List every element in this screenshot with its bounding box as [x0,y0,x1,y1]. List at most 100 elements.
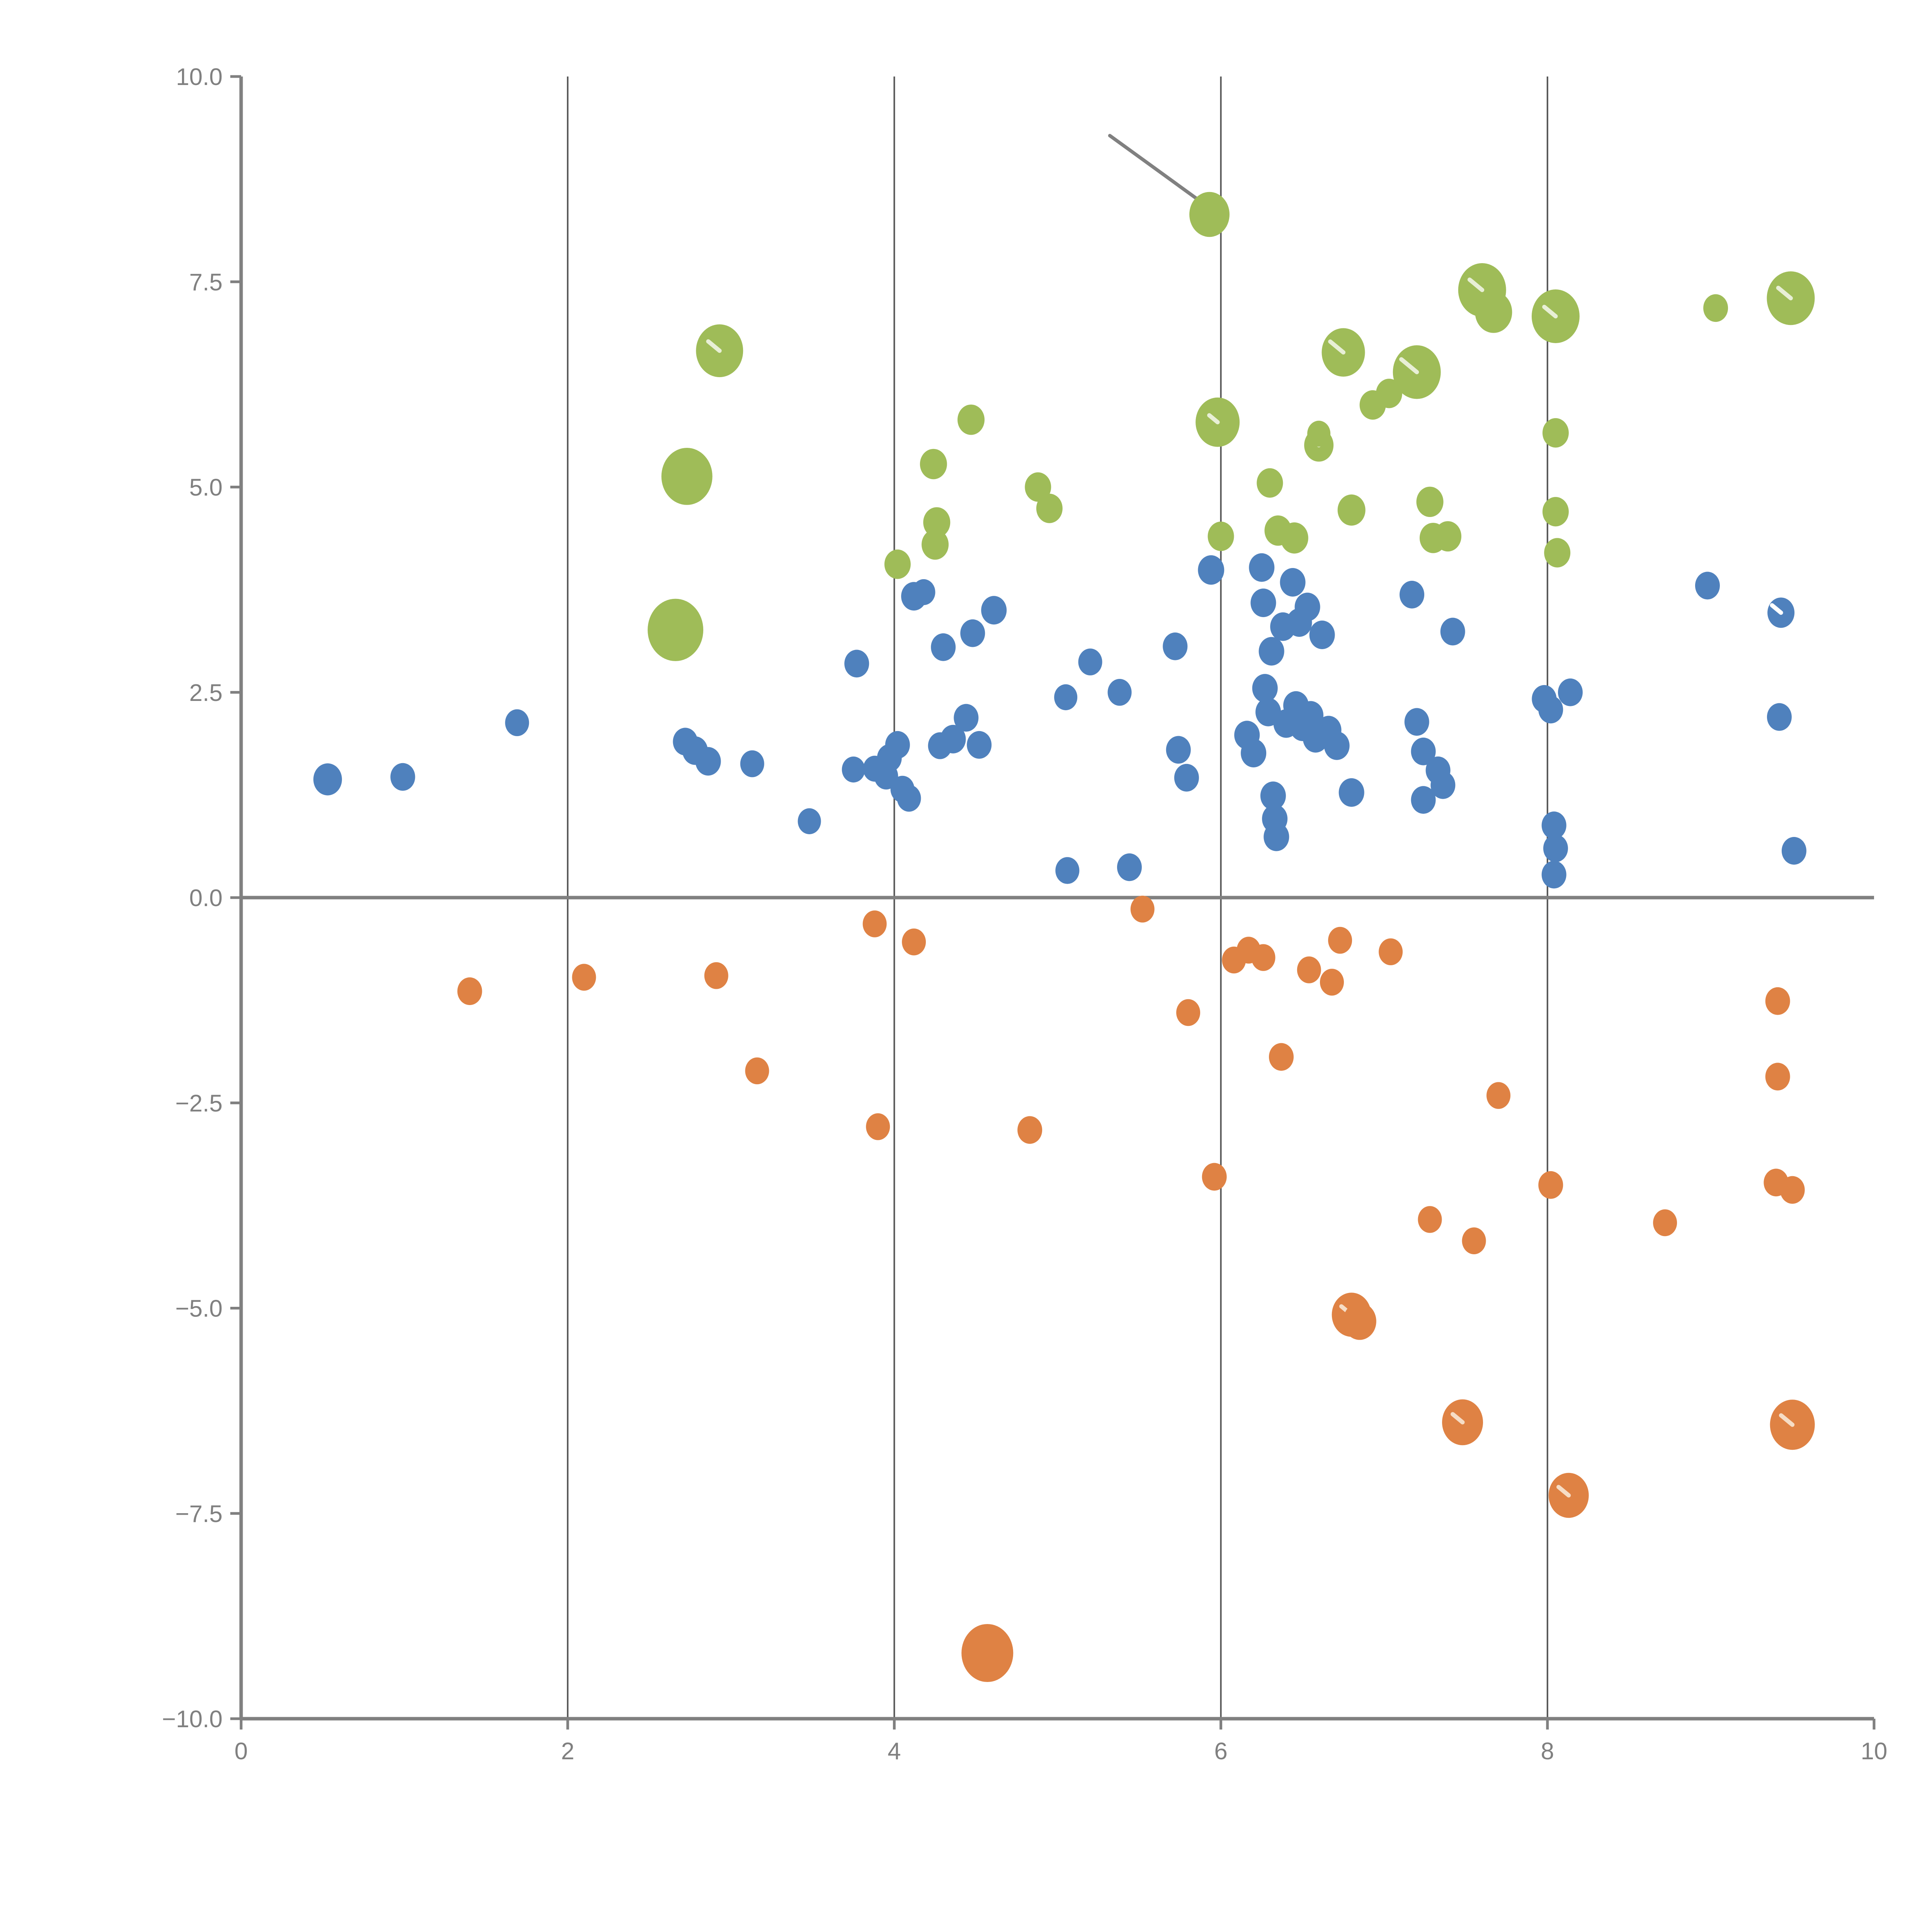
data-point-orange [1269,1043,1294,1071]
data-point-green [884,549,911,579]
data-point-orange [745,1057,769,1085]
data-point-orange [1418,1206,1442,1233]
data-point-blue [940,724,966,753]
y-tick-label: 10.0 [176,64,223,90]
series-blue [313,553,1806,889]
data-point-whisker [1542,304,1558,318]
data-point-green [922,529,949,560]
data-point-blue [1259,637,1284,666]
data-point-orange [1176,999,1201,1026]
data-point-green [1542,418,1569,448]
data-point-green [1542,497,1569,527]
data-point-orange [457,977,482,1005]
data-point-blue [1264,822,1289,851]
data-point-blue [1166,736,1191,764]
series-orange [457,896,1815,1682]
data-point-whisker [1556,1485,1571,1498]
data-point-blue [1107,679,1132,706]
data-point-green [1189,192,1230,237]
data-point-orange [1328,927,1352,954]
data-point-orange [1379,938,1403,965]
data-point-blue [1781,837,1806,865]
data-point-green [1208,521,1234,551]
data-point-orange [572,964,596,991]
data-point-green [1703,294,1728,322]
data-point-orange [1765,1063,1790,1091]
data-point-green [661,447,713,505]
data-point-blue [954,704,979,732]
data-point-blue [1280,568,1306,597]
data-point-blue [1338,778,1364,807]
data-point-green [1416,486,1444,517]
data-markers-group [313,192,1815,1682]
data-point-blue [1404,708,1429,736]
data-point-blue [798,808,821,834]
data-point-blue [1411,737,1436,765]
x-tick-label: 8 [1541,1738,1554,1765]
data-point-blue [1294,592,1320,621]
data-point-green [1036,493,1063,523]
data-point-orange [1320,969,1344,996]
data-point-green [1257,468,1283,498]
data-point-orange [1765,987,1790,1015]
data-point-orange [1343,1303,1376,1340]
data-point-orange [1202,1163,1227,1191]
x-tick-label: 10 [1861,1738,1888,1765]
data-point-blue [1538,696,1563,724]
data-point-whisker [706,339,722,353]
data-point-blue [1249,553,1275,582]
data-point-green [1544,538,1571,568]
data-point-blue [1543,834,1568,862]
data-point-blue [1174,764,1199,792]
data-point-green [1475,291,1512,333]
data-point-blue [1241,739,1267,767]
data-point-green [1337,494,1366,526]
data-point-blue [1054,684,1078,711]
data-point-blue [1541,861,1566,889]
y-tick-label: 0.0 [189,885,223,912]
data-point-green [1376,379,1402,408]
data-point-orange [862,910,887,937]
data-point-orange [1538,1171,1563,1199]
data-point-blue [505,709,529,736]
axis-tick-labels: 10.0 7.5 5.0 2.5 0.0 −2.5 −5.0 −7.5 −10.0 0 2 4 6 8 10 [162,64,1887,1765]
axis-ticks [230,75,1876,1730]
data-point-blue [1198,555,1225,585]
data-point-green [1307,420,1331,447]
data-point-orange [1297,956,1321,983]
data-point-blue [1324,731,1350,760]
data-point-blue [931,633,956,661]
data-point-blue [1541,811,1566,839]
data-point-green [920,449,947,480]
data-point-green [1434,521,1462,552]
data-point-blue [1260,781,1286,810]
data-point-orange [1462,1227,1486,1254]
data-point-blue [1163,632,1188,660]
data-point-blue [390,763,415,791]
data-point-blue [740,750,764,777]
data-point-green [1280,522,1308,554]
data-point-blue [1309,621,1335,649]
x-tick-label: 0 [235,1738,248,1765]
data-point-green [923,507,951,538]
y-tick-label: −5.0 [175,1296,223,1322]
data-point-blue [1430,771,1456,799]
y-tick-label: 2.5 [189,680,223,706]
data-point-whisker [1467,277,1485,292]
data-point-green [957,405,985,435]
annotation-line [1108,134,1211,210]
data-point-blue [960,619,985,647]
data-point-blue [695,747,721,776]
data-point-blue [1558,678,1583,706]
data-point-blue [1055,857,1080,884]
data-point-blue [912,579,935,605]
data-point-blue [1250,588,1276,617]
data-point-whisker [1328,339,1346,355]
data-point-blue [844,650,869,678]
data-point-orange [1130,896,1155,923]
data-point-orange [866,1113,890,1140]
data-point-blue [897,785,921,812]
data-point-whisker [1451,1412,1465,1425]
data-point-whisker [1776,286,1793,301]
